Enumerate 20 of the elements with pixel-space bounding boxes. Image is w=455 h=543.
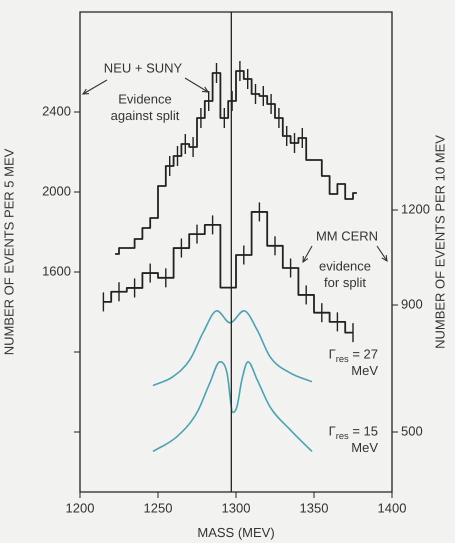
text: NEU + SUNY [104, 60, 183, 76]
y-tick-label: 1600 [42, 264, 71, 279]
annotation: Evidence against split [110, 92, 180, 123]
x-axis-title: MASS (MEV) [197, 524, 275, 540]
y2-tick-label: 900 [401, 296, 423, 312]
annotation: evidence for split [318, 258, 372, 290]
y-tick-label: 2000 [42, 184, 71, 199]
x-tick-label: 1400 [378, 500, 406, 516]
x-tick-label: 1350 [300, 500, 328, 516]
line-series [152, 360, 313, 452]
x-tick-label: 1250 [144, 500, 172, 516]
y-tick-label: 2400 [42, 104, 71, 119]
x-tick-label: 1200 [66, 500, 94, 516]
line-series [152, 310, 313, 386]
y2-tick-label: 500 [401, 423, 423, 438]
text: MM CERN [316, 228, 378, 244]
y2-tick-label: 1200 [401, 202, 430, 217]
x-tick-label: 1300 [222, 500, 250, 516]
y-axis-title: NUMBER OF EVENTS PER 5 MEV [1, 148, 16, 356]
y2-axis-title: NUMBER OF EVENTS PER 10 MEV [432, 134, 448, 349]
